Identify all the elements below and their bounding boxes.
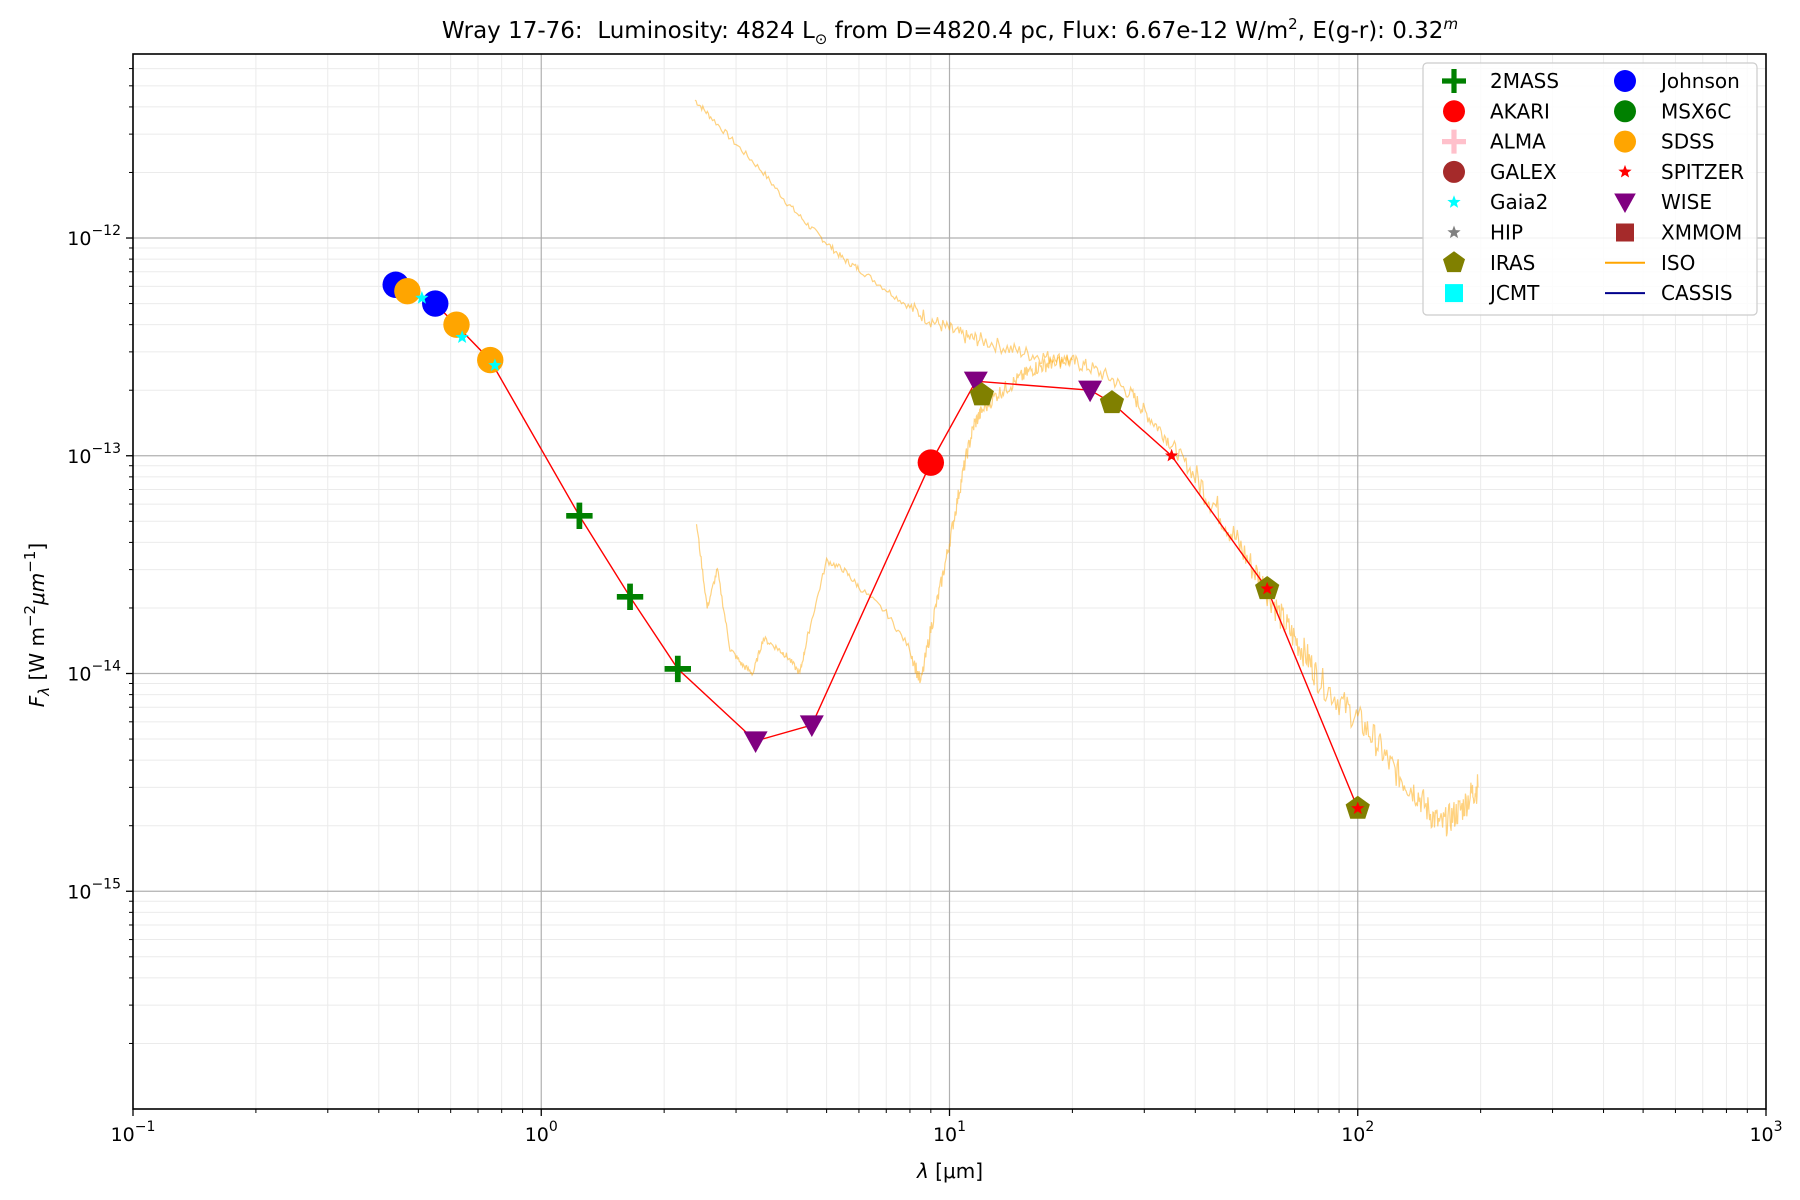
data-point-iras xyxy=(1099,390,1125,414)
legend-box xyxy=(1422,62,1758,316)
legend-label-gaia2: Gaia2 xyxy=(1490,190,1548,214)
x-tick-label: 102 xyxy=(1341,1119,1374,1146)
data-point-wise xyxy=(743,731,768,753)
y-axis-sub: λ xyxy=(35,687,53,697)
x-tick-label: 100 xyxy=(525,1119,558,1146)
svg-text:Wray 17-76: Luminosity: 4824: Wray 17-76: Luminosity: 4824 L⊙ from D=4… xyxy=(442,15,1458,48)
data-point-gaia2 xyxy=(455,330,469,343)
title-distance-flux: from D=4820.4 pc, Flux: 6.67e-12 W/m xyxy=(827,18,1288,44)
title-sun-symbol: ⊙ xyxy=(815,30,828,48)
data-point-wise xyxy=(799,715,824,738)
legend-marker-sdss xyxy=(1614,130,1636,153)
y-axis-f: F xyxy=(25,695,49,707)
legend-label-galex: GALEX xyxy=(1490,160,1557,184)
iso-spectrum-line xyxy=(695,354,1073,684)
data-point-sdss xyxy=(477,346,504,374)
legend-label-iras: IRAS xyxy=(1490,251,1535,275)
legend-marker-akari xyxy=(1443,100,1465,123)
chart-title: Wray 17-76: Luminosity: 4824 L⊙ from D=4… xyxy=(442,15,1458,48)
y-tick-label: 10−12 xyxy=(67,223,121,250)
legend-marker-galex xyxy=(1443,160,1465,183)
y-tick-label: 10−13 xyxy=(67,441,121,468)
title-extinction: , E(g-r): 0.32 xyxy=(1298,18,1444,44)
data-point-spitzer xyxy=(1351,801,1365,815)
data-point-johnson xyxy=(422,290,449,317)
x-axis-lambda: λ xyxy=(916,1159,929,1183)
y-axis-unit-c: ] xyxy=(25,543,49,551)
legend-marker-msx6c xyxy=(1614,100,1636,123)
axes-frame: 10−1 100 101 102 103 10−12 10−13 10−14 10−15 xyxy=(67,53,1783,1146)
svg-text:λ [μm]: λ [μm] xyxy=(916,1159,983,1183)
title-extinction-sup: m xyxy=(1443,15,1458,33)
legend-label-hip: HIP xyxy=(1490,221,1523,245)
legend-marker-iras xyxy=(1442,251,1466,273)
y-axis-label: Fλ [W m−2μm−1] xyxy=(21,543,53,707)
legend-label-2mass: 2MASS xyxy=(1490,69,1559,93)
legend-label-jcmt: JCMT xyxy=(1488,281,1540,305)
legend-label-spitzer: SPITZER xyxy=(1661,160,1744,184)
legend-marker-spitzer xyxy=(1618,164,1632,178)
data-point-spitzer xyxy=(1260,581,1274,595)
legend-label-iso: ISO xyxy=(1661,251,1695,275)
y-axis-unit-b: μm xyxy=(25,573,49,606)
svg-text:Fλ [W m−2μm−1]: Fλ [W m−2μm−1] xyxy=(21,543,53,707)
data-point-spitzer xyxy=(1164,448,1179,462)
data-point-sdss xyxy=(394,277,421,305)
x-tick-label: 101 xyxy=(933,1119,966,1146)
data-layer xyxy=(382,99,1479,837)
x-tick-label: 10−1 xyxy=(111,1119,156,1146)
x-tick-label: 103 xyxy=(1749,1119,1782,1146)
legend-marker-wise xyxy=(1614,193,1636,213)
legend-marker-alma xyxy=(1442,129,1466,154)
legend-label-johnson: Johnson xyxy=(1659,69,1740,93)
title-object: Wray 17-76: xyxy=(442,18,583,44)
y-tick-label: 10−15 xyxy=(67,876,121,903)
iso-spectrum-line xyxy=(694,99,1479,837)
legend: 2MASS AKARI ALMA GALEX Gaia2 HIP IRAS JCMT Johns… xyxy=(1422,62,1758,316)
legend-label-wise: WISE xyxy=(1661,190,1712,214)
legend-marker-xmmom xyxy=(1616,223,1634,242)
legend-label-xmmom: XMMOM xyxy=(1661,221,1742,245)
data-point-wise xyxy=(1078,380,1103,403)
title-flux-sup: 2 xyxy=(1288,15,1298,33)
legend-label-msx6c: MSX6C xyxy=(1661,99,1731,123)
y-tick-label: 10−14 xyxy=(67,659,121,686)
legend-marker-hip xyxy=(1447,225,1461,239)
legend-label-alma: ALMA xyxy=(1490,130,1546,154)
x-axis-unit: [μm] xyxy=(929,1159,983,1183)
legend-label-cassis: CASSIS xyxy=(1661,281,1733,305)
data-point-2mass xyxy=(664,655,691,683)
x-axis-label: λ [μm] xyxy=(916,1159,983,1183)
y-axis-sup-a: −2 xyxy=(21,605,39,627)
legend-marker-gaia2 xyxy=(1447,195,1461,208)
y-axis-unit-a: [W m xyxy=(25,627,49,687)
data-point-gaia2 xyxy=(415,291,429,304)
legend-label-sdss: SDSS xyxy=(1661,130,1715,154)
y-axis-sup-b: −1 xyxy=(21,551,39,573)
data-point-2mass xyxy=(566,502,593,529)
data-point-akari xyxy=(917,449,945,476)
title-luminosity: Luminosity: 4824 L xyxy=(597,18,815,44)
legend-label-akari: AKARI xyxy=(1490,99,1550,123)
data-point-2mass xyxy=(616,583,644,611)
data-point-sdss xyxy=(443,311,470,338)
data-point-iras xyxy=(969,382,994,406)
legend-marker-johnson xyxy=(1614,70,1636,92)
data-point-wise xyxy=(963,371,988,394)
data-point-gaia2 xyxy=(488,358,502,372)
legend-marker-2mass xyxy=(1442,69,1466,93)
legend-marker-jcmt xyxy=(1445,284,1463,303)
